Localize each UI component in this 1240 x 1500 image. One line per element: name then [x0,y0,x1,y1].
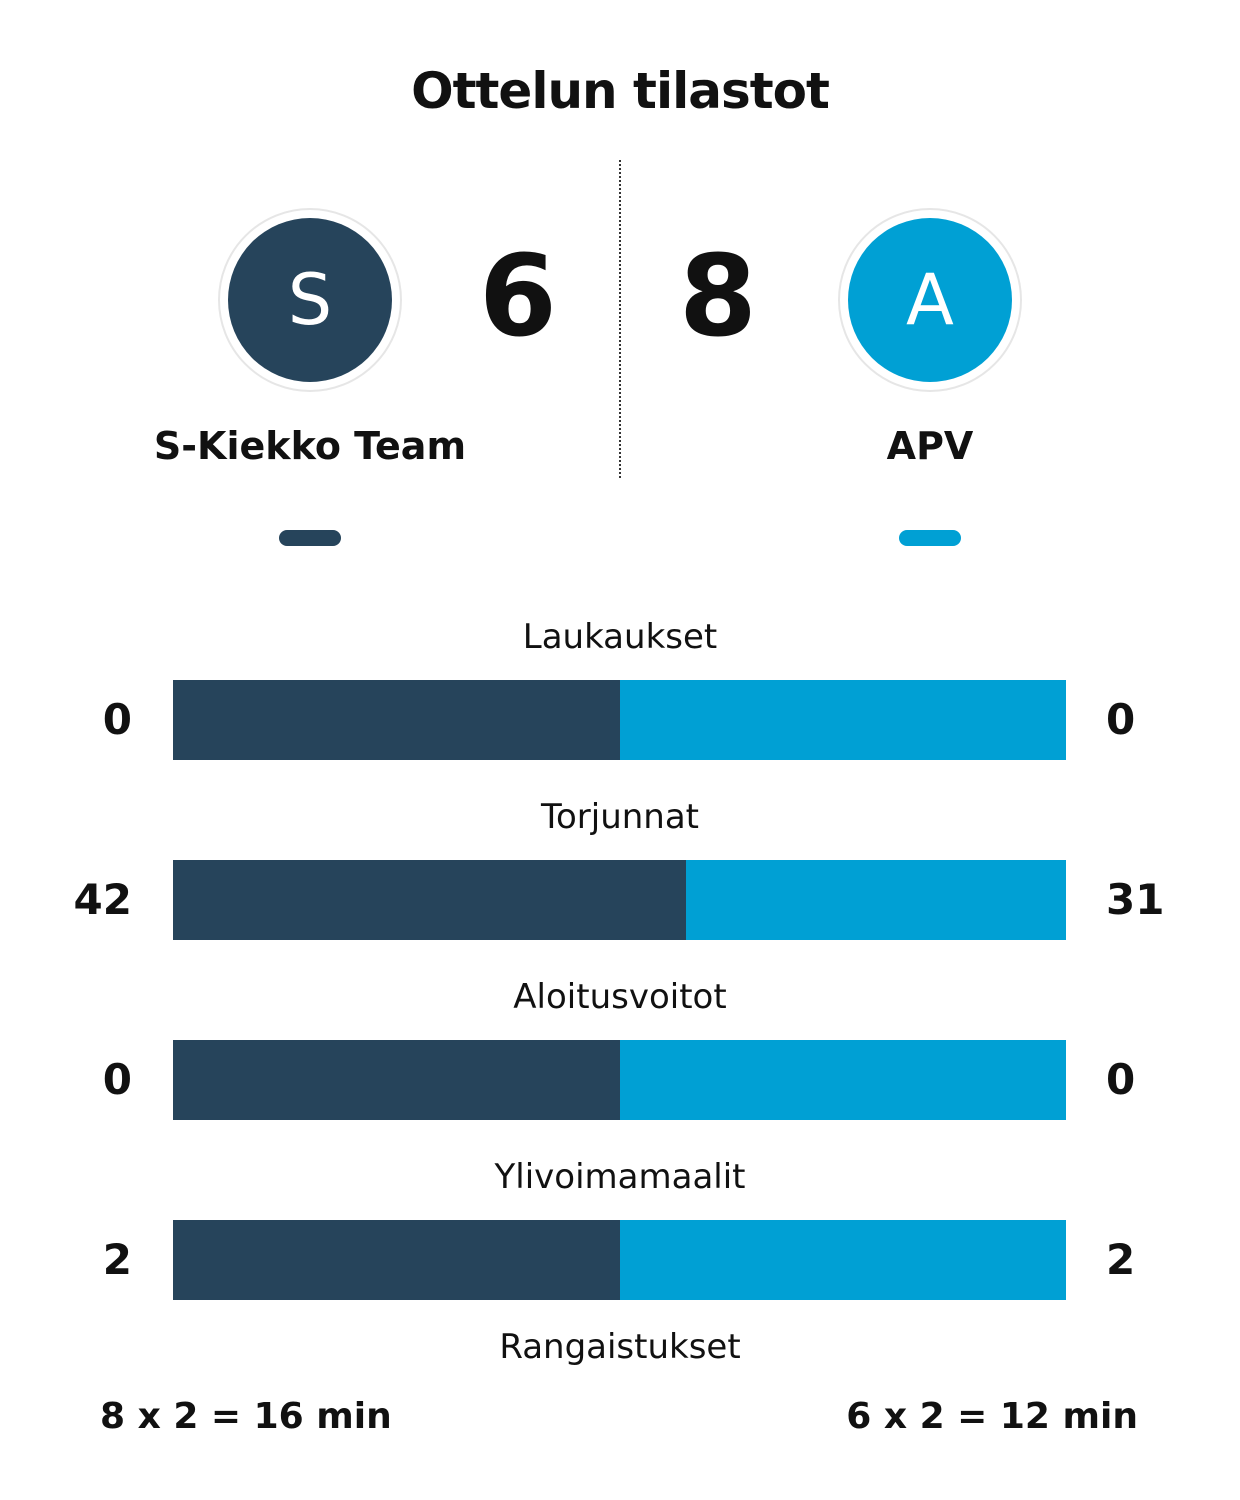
stat-bar [173,860,1066,940]
home-team-name: S-Kiekko Team [153,424,467,468]
stat-label: Ylivoimamaalit [494,1157,746,1197]
home-team-logo: S [218,208,402,392]
stat-bar [173,1220,1066,1300]
page-title: Ottelun tilastot [411,62,830,120]
stat-away-value: 0 [1106,695,1136,744]
stat-away-value: 0 [1106,1055,1136,1104]
stat-label: Aloitusvoitot [513,977,727,1017]
away-color-indicator [899,530,961,546]
away-penalties: 6 x 2 = 12 min [846,1396,1138,1437]
home-color-indicator [279,530,341,546]
stat-bar-away [619,680,1066,760]
stat-home-value: 0 [102,695,132,744]
penalties-label: Rangaistukset [499,1327,741,1367]
stat-home-value: 2 [102,1235,132,1284]
stat-bar-home [173,1040,620,1120]
away-score: 8 [679,232,757,362]
away-team-initial: A [848,218,1012,382]
home-score: 6 [479,232,557,362]
stat-bar-home [173,860,687,940]
center-divider [619,160,621,478]
stat-bar-away [686,860,1066,940]
stat-away-value: 2 [1106,1235,1136,1284]
stat-bar-away [619,1040,1066,1120]
stat-label: Laukaukset [522,617,718,657]
away-team-logo: A [838,208,1022,392]
home-penalties: 8 x 2 = 16 min [100,1396,392,1437]
home-team-initial: S [228,218,392,382]
stat-bar-home [173,680,620,760]
stat-label: Torjunnat [540,797,700,837]
stat-bar [173,680,1066,760]
stat-home-value: 0 [102,1055,132,1104]
stat-away-value: 31 [1106,875,1165,924]
stat-bar [173,1040,1066,1120]
away-team-name: APV [886,424,974,468]
stat-bar-away [619,1220,1066,1300]
stat-home-value: 42 [73,875,132,924]
stat-bar-home [173,1220,620,1300]
